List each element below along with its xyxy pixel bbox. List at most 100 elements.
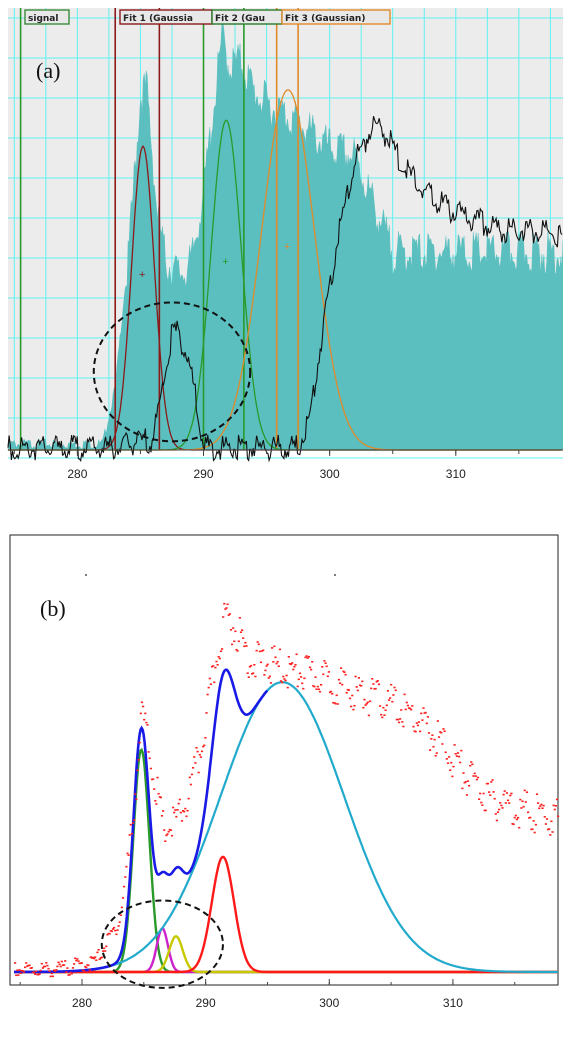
- data-point: [361, 680, 364, 683]
- data-point: [198, 753, 201, 756]
- data-point: [283, 678, 286, 680]
- data-point: [71, 967, 75, 969]
- data-point: [193, 756, 196, 758]
- data-point: [208, 677, 211, 680]
- data-point: [109, 930, 112, 932]
- data-point: [227, 614, 230, 616]
- data-point: [304, 656, 307, 659]
- data-point: [21, 970, 24, 972]
- data-point: [93, 957, 96, 960]
- data-point: [61, 964, 64, 966]
- data-point: [383, 714, 386, 716]
- data-point: [290, 663, 293, 666]
- data-point: [502, 793, 505, 796]
- panel-a: + + + signal Fit 1 (Gaussia Fit 2 (Gau Fit 3 (…: [7, 8, 563, 481]
- x-tick-label: 280: [72, 996, 92, 1010]
- data-point: [103, 947, 106, 950]
- data-point: [184, 807, 187, 810]
- data-point: [58, 963, 61, 966]
- data-point: [70, 972, 73, 975]
- data-point: [551, 831, 554, 833]
- data-point: [35, 970, 38, 973]
- data-point: [358, 684, 362, 687]
- data-point: [403, 693, 406, 696]
- data-point: [463, 781, 466, 784]
- data-point: [264, 669, 267, 672]
- data-point: [39, 969, 42, 972]
- data-point: [476, 776, 480, 779]
- data-point: [15, 974, 18, 977]
- data-point: [347, 689, 350, 691]
- data-point: [234, 630, 237, 633]
- data-point: [323, 660, 326, 662]
- data-point: [524, 801, 527, 803]
- data-point: [258, 650, 261, 653]
- data-point: [352, 708, 355, 711]
- data-point: [165, 834, 168, 837]
- data-point: [427, 732, 431, 734]
- data-point: [167, 830, 170, 833]
- data-point: [308, 666, 312, 669]
- data-point: [217, 656, 220, 658]
- data-point: [95, 959, 98, 961]
- data-point: [441, 743, 444, 745]
- data-point: [49, 975, 52, 978]
- data-point: [252, 672, 255, 674]
- data-point: [66, 967, 69, 969]
- data-point: [503, 790, 506, 792]
- data-point: [310, 668, 313, 671]
- data-point: [504, 802, 507, 804]
- data-point: [207, 686, 210, 689]
- data-point: [219, 650, 223, 652]
- data-point: [48, 970, 51, 972]
- data-point: [51, 975, 54, 978]
- data-point: [117, 925, 120, 927]
- data-point: [330, 690, 333, 693]
- data-point: [496, 811, 500, 813]
- data-point: [106, 933, 109, 936]
- data-point: [387, 699, 391, 701]
- data-point: [340, 667, 343, 669]
- data-point: [99, 957, 102, 959]
- data-point: [249, 664, 253, 667]
- data-point: [380, 713, 383, 716]
- data-point: [241, 629, 244, 631]
- data-point: [548, 828, 551, 830]
- data-point: [529, 816, 532, 819]
- data-point: [540, 803, 543, 806]
- data-point: [276, 660, 279, 663]
- data-point: [527, 811, 530, 814]
- data-point: [195, 747, 198, 749]
- data-point: [225, 607, 228, 609]
- data-point: [492, 791, 495, 793]
- data-point: [400, 709, 403, 711]
- data-point: [180, 820, 184, 822]
- data-point: [110, 930, 113, 933]
- data-point: [469, 764, 472, 767]
- x-tick-label: 310: [443, 996, 463, 1010]
- data-point: [377, 683, 381, 686]
- data-point: [442, 728, 445, 730]
- data-point: [321, 666, 324, 668]
- highlight-circle: [100, 899, 224, 989]
- data-point: [295, 653, 298, 656]
- data-point: [298, 672, 302, 675]
- data-point: [468, 784, 471, 787]
- data-point: [139, 712, 142, 715]
- data-point: [14, 962, 17, 964]
- data-point: [173, 811, 176, 814]
- data-point: [131, 822, 135, 824]
- data-point: [238, 617, 241, 619]
- data-point: [206, 693, 209, 696]
- data-point: [505, 792, 508, 794]
- data-point: [464, 781, 467, 783]
- data-point: [444, 751, 447, 754]
- data-point: [143, 718, 146, 721]
- data-point: [353, 704, 356, 707]
- data-point: [500, 804, 503, 807]
- data-point: [133, 819, 136, 821]
- data-point: [305, 655, 308, 657]
- data-point: [302, 687, 305, 690]
- data-point: [344, 673, 347, 676]
- data-point: [253, 664, 256, 666]
